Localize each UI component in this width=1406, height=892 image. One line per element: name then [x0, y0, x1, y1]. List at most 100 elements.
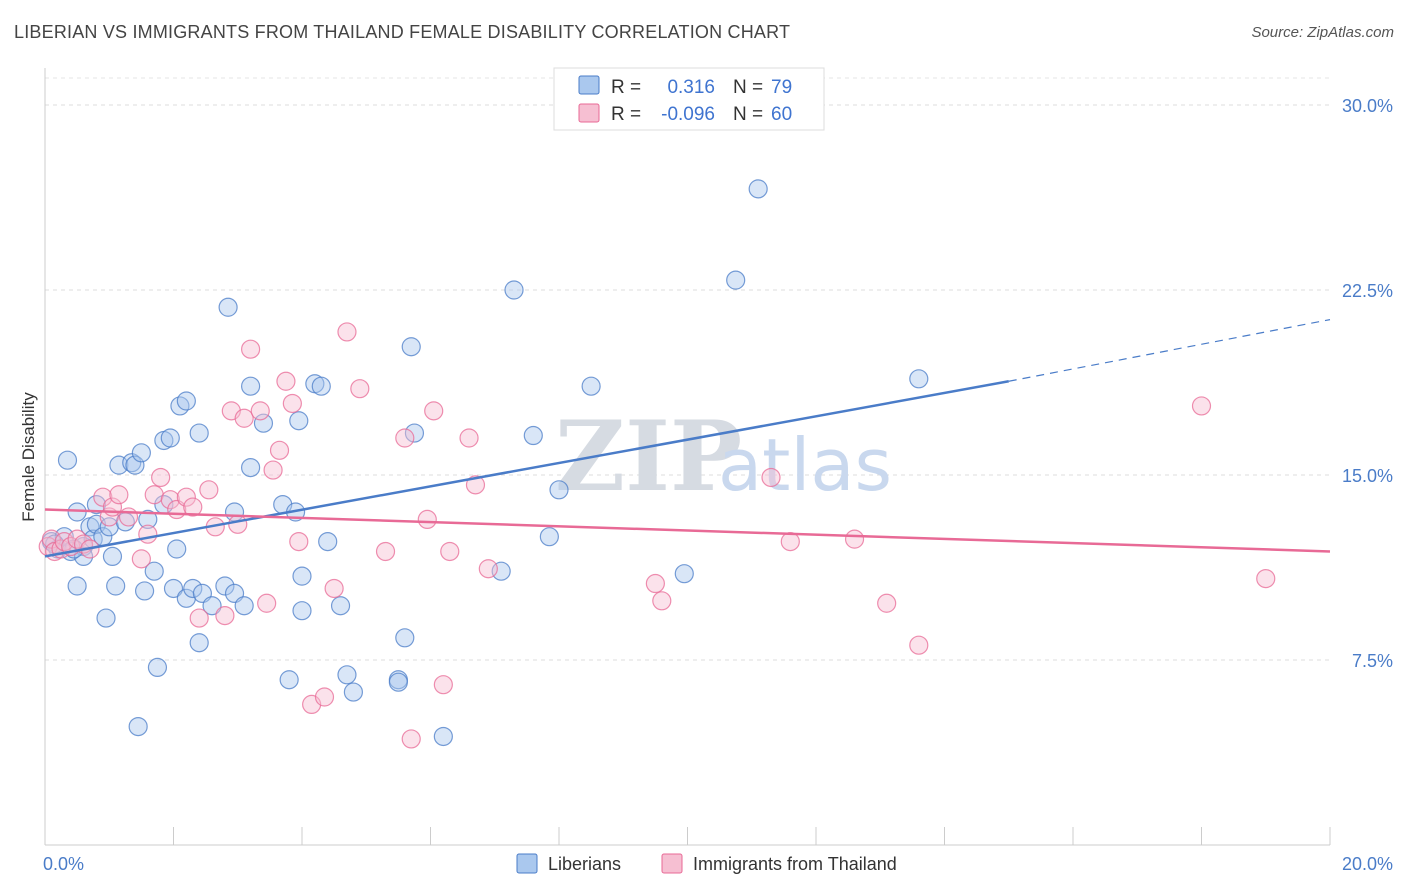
thailand-point	[138, 524, 158, 544]
liberians-point	[131, 443, 151, 463]
liberians-point	[253, 413, 274, 433]
thailand-point	[465, 475, 486, 495]
legend-n-value: 60	[771, 104, 792, 125]
liberians-point	[86, 495, 107, 515]
thailand-point	[109, 485, 129, 505]
bottom-legend-label-liberians: Liberians	[548, 854, 621, 874]
thailand-point	[93, 487, 113, 507]
liberians-trend-line	[44, 380, 1009, 558]
y-tick-label: 30.0%	[1342, 96, 1393, 116]
liberians-point	[674, 564, 694, 584]
thailand-point	[269, 440, 290, 460]
liberians-point	[234, 596, 254, 616]
thailand-point	[215, 605, 235, 626]
source-label: Source: ZipAtlas.com	[1251, 24, 1394, 41]
liberians-point	[189, 423, 209, 443]
thailand-point	[844, 529, 865, 549]
thailand-point	[395, 428, 415, 448]
thailand-point	[67, 529, 87, 549]
x-tick-label: 0.0%	[43, 854, 84, 874]
thailand-point	[909, 635, 929, 655]
thailand-point	[257, 593, 277, 613]
liberians-point	[67, 576, 87, 596]
liberians-point	[241, 458, 261, 478]
legend-r-label: R =	[611, 104, 641, 125]
liberians-point	[183, 578, 203, 599]
thailand-point	[375, 541, 396, 562]
legend-r-value: -0.096	[661, 104, 715, 125]
liberians-point	[241, 376, 261, 396]
liberians-point	[388, 672, 408, 692]
thailand-point	[199, 480, 219, 500]
liberians-point	[144, 561, 164, 581]
legend-n-value: 79	[771, 77, 792, 98]
thailand-point	[228, 514, 248, 534]
liberians-point	[292, 601, 312, 621]
watermark-zip: ZIP	[555, 400, 742, 513]
thailand-point	[337, 322, 357, 342]
liberians-point	[401, 337, 421, 357]
liberians-point	[404, 423, 425, 443]
liberians-point	[102, 546, 123, 567]
liberians-point	[726, 270, 746, 290]
watermark: ZIP atlas	[555, 400, 892, 513]
liberians-point	[215, 576, 235, 596]
liberians-point	[122, 453, 142, 473]
liberians-point	[279, 670, 299, 690]
liberians-point	[163, 578, 184, 599]
thailand-point	[645, 573, 665, 594]
x-tick-labels: 0.0% 20.0%	[43, 854, 1393, 874]
liberians-point	[160, 428, 180, 448]
watermark-atlas: atlas	[718, 423, 892, 507]
y-tick-label: 22.5%	[1342, 281, 1393, 301]
series-legend: Liberians Immigrants from Thailand	[516, 853, 897, 874]
thailand-point	[424, 401, 444, 421]
liberians-point	[549, 480, 569, 500]
legend-swatch-liberians	[578, 75, 600, 95]
liberians-point	[748, 179, 768, 199]
thailand-point	[417, 509, 437, 530]
liberians-point	[337, 665, 357, 685]
thailand-point	[282, 393, 302, 414]
thailand-point	[401, 729, 421, 749]
thailand-point	[314, 687, 335, 707]
thailand-point	[183, 497, 203, 517]
liberians-point	[909, 369, 929, 389]
thailand-point	[459, 428, 479, 448]
y-tick-label: 15.0%	[1342, 466, 1393, 486]
liberians-point	[343, 682, 363, 702]
bottom-legend-swatch-liberians	[516, 853, 538, 874]
legend-swatch-thailand	[578, 103, 600, 123]
thailand-point	[118, 507, 139, 527]
liberians-point	[128, 716, 148, 737]
thailand-point	[263, 460, 283, 480]
thailand-point	[478, 559, 498, 579]
thailand-point	[324, 578, 344, 599]
liberians-point	[147, 657, 168, 678]
liberians-point	[202, 596, 222, 616]
thailand-point	[234, 408, 254, 428]
liberians-point	[539, 527, 559, 547]
thailand-point	[276, 371, 296, 391]
liberians-point	[330, 596, 351, 616]
thailand-point	[131, 549, 151, 569]
thailand-point	[440, 541, 460, 562]
legend-r-label: R =	[611, 77, 641, 98]
thailand-point	[652, 591, 672, 611]
thailand-point	[151, 467, 171, 488]
liberians-point	[170, 396, 190, 416]
liberians-point	[523, 425, 543, 446]
liberians-point	[218, 297, 238, 317]
liberians-point	[176, 391, 196, 411]
y-tick-labels: 7.5% 15.0% 22.5% 30.0%	[1342, 96, 1393, 671]
liberians-point	[167, 539, 187, 559]
thailand-point	[289, 531, 309, 552]
bottom-legend-label-thailand: Immigrants from Thailand	[693, 854, 897, 874]
thailand-trend-line	[44, 508, 1331, 553]
liberians-point	[125, 455, 145, 475]
thailand-point	[780, 531, 800, 552]
trend-lines	[44, 319, 1331, 558]
thailand-point	[1191, 396, 1212, 416]
liberians-point	[395, 628, 415, 648]
